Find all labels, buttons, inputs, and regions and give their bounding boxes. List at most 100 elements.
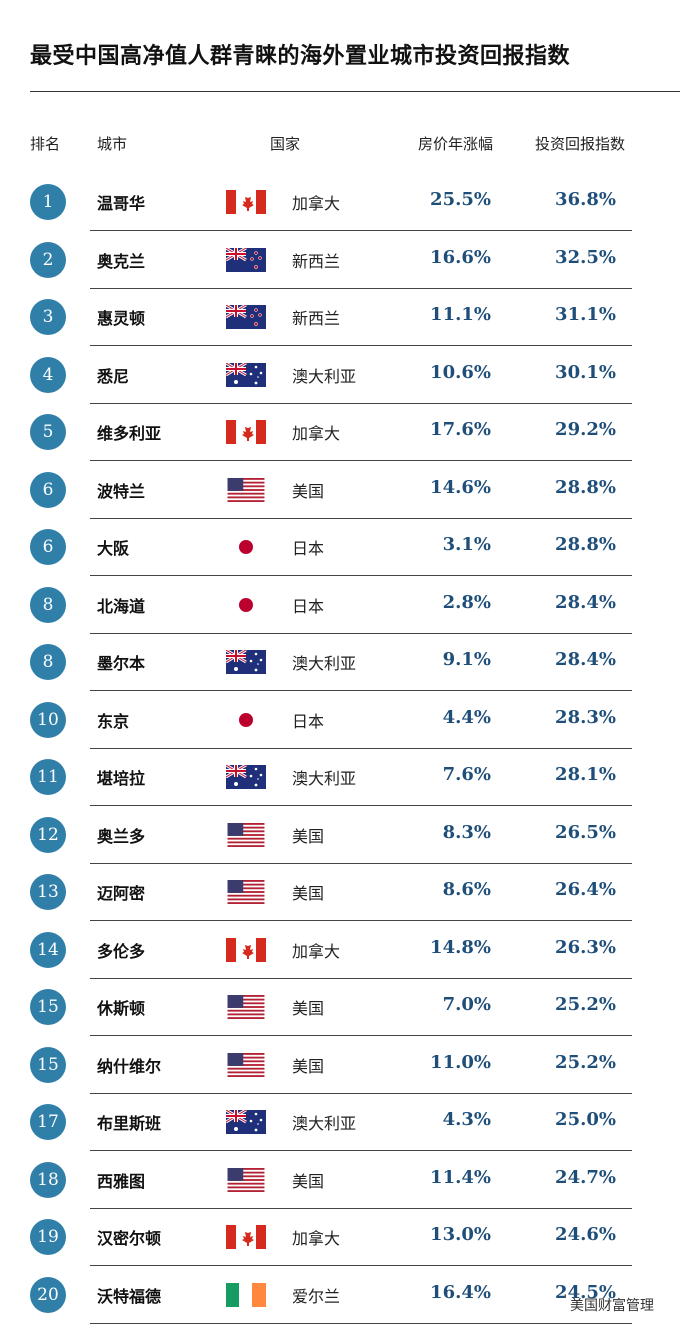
return-index: 26.4% <box>555 879 616 900</box>
rank-badge: 5 <box>30 414 66 450</box>
country: 美国 <box>292 999 325 1018</box>
rank-badge: 15 <box>30 1046 66 1083</box>
city: 墨尔本 <box>97 654 146 673</box>
return-index: 31.1% <box>555 304 616 325</box>
city: 布里斯班 <box>97 1114 162 1133</box>
return-index: 28.8% <box>555 476 616 498</box>
city: 北海道 <box>97 596 146 616</box>
return-index: 28.4% <box>555 649 616 670</box>
flag <box>226 362 266 387</box>
rank-badge: 6 <box>30 471 66 508</box>
flag <box>226 535 266 559</box>
return-index: 36.8% <box>555 189 616 210</box>
country: 加拿大 <box>292 424 341 443</box>
column-header: 国家 <box>270 135 301 153</box>
table-row: 10 东京 日本 4.4% 28.3% <box>0 691 680 749</box>
rank-badge: 8 <box>30 586 66 623</box>
return-index: 32.5% <box>555 246 616 268</box>
flag <box>227 1167 265 1192</box>
return-index: 25.0% <box>555 1109 616 1130</box>
table-row: 11 堪培拉 澳大利亚 7.6% 28.1% <box>0 748 680 806</box>
flag <box>226 592 266 617</box>
price-growth: 7.6% <box>442 764 491 785</box>
city: 波特兰 <box>97 481 146 501</box>
row-separator <box>90 805 632 806</box>
country: 美国 <box>292 481 325 501</box>
table-row: 3 惠灵顿 新西兰 11.1% 31.1% <box>0 288 680 346</box>
country: 加拿大 <box>292 194 341 213</box>
row-separator <box>90 402 632 404</box>
return-index: 29.2% <box>555 419 616 440</box>
watermark: 美国财富管理 <box>566 1293 658 1317</box>
flag <box>226 1225 266 1249</box>
rank-badge: 14 <box>30 931 66 968</box>
country: 美国 <box>292 1056 325 1076</box>
country: 新西兰 <box>292 251 341 271</box>
city: 奥克兰 <box>97 251 146 271</box>
price-growth: 11.0% <box>430 1051 491 1073</box>
row-separator <box>90 575 632 576</box>
country: 美国 <box>292 826 325 846</box>
return-index: 28.8% <box>555 534 616 555</box>
flag <box>226 765 266 789</box>
row-separator <box>90 1150 632 1151</box>
table-row: 8 墨尔本 澳大利亚 9.1% 28.4% <box>0 633 680 691</box>
table-row: 2 奥克兰 新西兰 16.6% 32.5% <box>0 231 680 289</box>
flag <box>227 1052 265 1077</box>
price-growth: 11.4% <box>430 1166 491 1188</box>
flag <box>226 1282 266 1307</box>
table-row: 12 奥兰多 美国 8.3% 26.5% <box>0 806 680 864</box>
country: 澳大利亚 <box>292 769 357 788</box>
city: 纳什维尔 <box>97 1056 162 1076</box>
flag <box>226 420 266 444</box>
return-index: 25.2% <box>555 994 616 1015</box>
table-row: 15 休斯顿 美国 7.0% 25.2% <box>0 978 680 1036</box>
rank-badge: 20 <box>30 1276 66 1313</box>
city: 休斯顿 <box>97 999 146 1018</box>
rank-badge: 11 <box>30 759 66 795</box>
city: 堪培拉 <box>97 769 146 788</box>
rank-badge: 10 <box>30 701 66 738</box>
title: 最受中国高净值人群青睐的海外置业城市投资回报指数 <box>30 44 571 69</box>
rank-badge: 3 <box>30 299 66 335</box>
return-index: 26.3% <box>555 936 616 958</box>
city: 迈阿密 <box>97 884 146 903</box>
table-row: 20 沃特福德 爱尔兰 16.4% 24.5% <box>0 1266 680 1324</box>
price-growth: 3.1% <box>442 534 491 555</box>
city: 惠灵顿 <box>97 309 146 328</box>
return-index: 25.2% <box>555 1051 616 1073</box>
rank-badge: 4 <box>30 356 66 393</box>
row-separator <box>90 1035 632 1036</box>
flag <box>226 247 266 272</box>
row-separator <box>90 920 632 921</box>
city: 东京 <box>97 711 130 731</box>
return-index: 30.1% <box>555 361 616 383</box>
price-growth: 7.0% <box>442 994 491 1015</box>
flag <box>226 707 266 732</box>
flag <box>227 477 265 502</box>
return-index: 24.5% <box>555 1281 616 1303</box>
city: 大阪 <box>97 539 130 558</box>
price-growth: 14.8% <box>430 936 491 958</box>
column-header: 投资回报指数 <box>535 135 626 153</box>
rank-badge: 17 <box>30 1104 66 1140</box>
country: 加拿大 <box>292 1229 341 1248</box>
rank-badge: 8 <box>30 644 66 680</box>
table-row: 8 北海道 日本 2.8% 28.4% <box>0 576 680 634</box>
country: 美国 <box>292 884 325 903</box>
return-index: 24.6% <box>555 1224 616 1245</box>
price-growth: 8.6% <box>442 879 491 900</box>
table-row: 17 布里斯班 澳大利亚 4.3% 25.0% <box>0 1093 680 1151</box>
return-index: 24.7% <box>555 1166 616 1188</box>
row-separator <box>90 690 632 691</box>
price-growth: 10.6% <box>430 361 491 383</box>
price-growth: 11.1% <box>430 304 491 325</box>
rank-badge: 15 <box>30 989 66 1025</box>
title-rule <box>30 91 680 92</box>
rank-badge: 13 <box>30 874 66 910</box>
price-growth: 8.3% <box>442 821 491 843</box>
row-separator <box>90 230 632 231</box>
flag <box>226 305 266 329</box>
row-separator <box>90 1265 632 1266</box>
return-index: 28.1% <box>555 764 616 785</box>
